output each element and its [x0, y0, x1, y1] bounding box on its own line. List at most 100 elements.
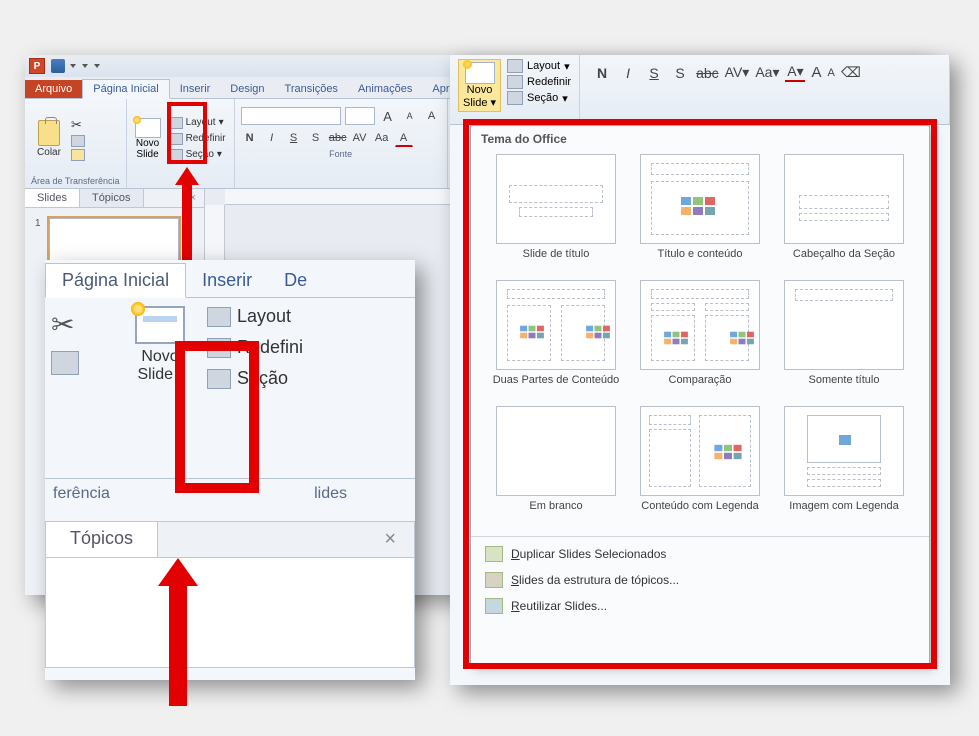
format-painter-icon[interactable] [71, 149, 85, 161]
new-slide-split-button[interactable]: Novo Slide ▾ [458, 59, 501, 112]
slides-from-outline-option[interactable]: Slides da estrutura de tópicos... [471, 567, 929, 593]
section-button[interactable]: Seção ▾ [167, 148, 228, 162]
cut-icon[interactable]: ✂ [71, 117, 85, 133]
shrink-font-button[interactable]: A [401, 107, 419, 125]
italic-button[interactable]: I [263, 129, 281, 147]
underline-button[interactable]: S [285, 129, 303, 147]
layout-icon [507, 59, 523, 73]
font-color-button[interactable]: A [395, 129, 413, 147]
clipboard-group: Colar ✂ Área de Transferência [25, 99, 127, 188]
tab-transitions[interactable]: Transições [275, 80, 348, 98]
strike-button[interactable]: abc [329, 129, 347, 147]
cut-icon[interactable]: ✂ [51, 308, 129, 341]
layout-button[interactable]: Layout ▾ [167, 116, 228, 130]
dropdown-ribbon: Novo Slide ▾ Layout ▾ Redefinir Seção ▾ … [450, 55, 950, 125]
zoom-new-slide-button[interactable]: NovoSlide ▾ [135, 306, 185, 478]
strike-button[interactable]: abc [696, 65, 719, 81]
shrink-font-button[interactable]: A [828, 67, 835, 79]
undo-icon[interactable] [70, 64, 76, 68]
zoom-reset-button[interactable]: Redefini [207, 337, 303, 358]
section-icon [507, 91, 523, 105]
tab-design[interactable]: Design [220, 80, 274, 98]
layout-title-content[interactable]: Título e conteúdo [633, 154, 767, 274]
slides-tab[interactable]: Slides [25, 189, 80, 207]
section-icon [207, 369, 231, 389]
tab-insert[interactable]: Inserir [170, 80, 221, 98]
gallery-header: Tema do Office [471, 126, 929, 148]
section-button[interactable]: Seção ▾ [507, 91, 571, 105]
clear-format-icon[interactable]: ⌫ [841, 64, 861, 81]
zoom-group-labels: ferência lides [45, 478, 415, 509]
redo-icon[interactable] [82, 64, 88, 68]
save-icon[interactable] [51, 59, 65, 73]
outline-tab[interactable]: Tópicos [80, 189, 144, 207]
tab-animations[interactable]: Animações [348, 80, 422, 98]
zoom-close-icon[interactable]: × [366, 522, 414, 557]
picture-icon [839, 435, 851, 445]
underline-button[interactable]: S [644, 65, 664, 81]
paste-label: Colar [37, 147, 61, 158]
layout-grid: Slide de título Título e conteúdo Cabeça… [471, 148, 929, 536]
reset-button[interactable]: Redefinir [167, 132, 228, 146]
reset-button[interactable]: Redefinir [507, 75, 571, 89]
italic-button[interactable]: I [618, 65, 638, 81]
paste-button[interactable]: Colar [31, 117, 67, 160]
layout-section-header[interactable]: Cabeçalho da Seção [777, 154, 911, 274]
layout-picture-caption[interactable]: Imagem com Legenda [777, 406, 911, 526]
new-slide-icon [465, 62, 495, 84]
layout-comparison[interactable]: Comparação [633, 280, 767, 400]
bold-button[interactable]: N [241, 129, 259, 147]
tab-file[interactable]: Arquivo [25, 80, 82, 98]
zoom-tab-home[interactable]: Página Inicial [45, 263, 186, 298]
zoom-outline-tab[interactable]: Tópicos [46, 522, 158, 557]
zoom-tabs: Página Inicial Inserir De [45, 260, 415, 298]
zoom-section-button[interactable]: Seção [207, 368, 303, 389]
char-spacing-button[interactable]: AV [351, 129, 369, 147]
layout-gallery-dropdown: Tema do Office Slide de título Título e … [470, 125, 930, 665]
zoom-layout-button[interactable]: Layout [207, 306, 303, 327]
new-slide-label: Novo Slide [136, 138, 159, 160]
reuse-slides-option[interactable]: Reutilizar Slides... [471, 593, 929, 619]
layout-title-slide[interactable]: Slide de título [489, 154, 623, 274]
font-group: A A A N I S S abc AV Aa A Fonte [235, 99, 448, 188]
zoom-ribbon-panel: Página Inicial Inserir De ✂ NovoSlide ▾ … [45, 260, 415, 680]
font-size-input[interactable] [345, 107, 375, 125]
new-slide-button[interactable]: Novo Slide [133, 116, 163, 162]
app-icon: P [29, 58, 45, 74]
change-case-button[interactable]: Aa▾ [755, 64, 779, 81]
clear-formatting-button[interactable]: A [423, 107, 441, 125]
duplicate-icon [485, 546, 503, 562]
char-spacing-button[interactable]: AV▾ [725, 64, 750, 81]
font-group-label: Fonte [241, 147, 441, 159]
copy-icon[interactable] [71, 135, 85, 147]
duplicate-slides-option[interactable]: Duplicar Slides Selecionados [471, 541, 929, 567]
font-family-input[interactable] [241, 107, 341, 125]
copy-icon[interactable] [51, 351, 79, 375]
zoom-tab-insert[interactable]: Inserir [186, 264, 268, 297]
zoom-highlight-arrow [158, 558, 198, 706]
clipboard-icon [38, 120, 60, 146]
layout-icon [169, 117, 183, 129]
font-color-button[interactable]: A▾ [785, 63, 805, 82]
new-slide-icon [135, 118, 161, 138]
bold-button[interactable]: N [592, 65, 612, 81]
layout-icon [207, 307, 231, 327]
grow-font-button[interactable]: A [379, 107, 397, 125]
shadow-button[interactable]: S [307, 129, 325, 147]
zoom-thumb-area [45, 558, 415, 668]
grow-font-button[interactable]: A [811, 64, 821, 81]
qat-customize-icon[interactable] [94, 64, 100, 68]
outline-icon [485, 572, 503, 588]
layout-button[interactable]: Layout ▾ [507, 59, 571, 73]
slide-number: 1 [35, 218, 41, 229]
layout-blank[interactable]: Em branco [489, 406, 623, 526]
shadow-button[interactable]: S [670, 65, 690, 81]
layout-title-only[interactable]: Somente título [777, 280, 911, 400]
layout-two-content[interactable]: Duas Partes de Conteúdo [489, 280, 623, 400]
reset-icon [507, 75, 523, 89]
zoom-tab-design[interactable]: De [268, 264, 323, 297]
tab-home[interactable]: Página Inicial [82, 79, 169, 99]
new-slide-icon [135, 306, 185, 344]
layout-content-caption[interactable]: Conteúdo com Legenda [633, 406, 767, 526]
change-case-button[interactable]: Aa [373, 129, 391, 147]
